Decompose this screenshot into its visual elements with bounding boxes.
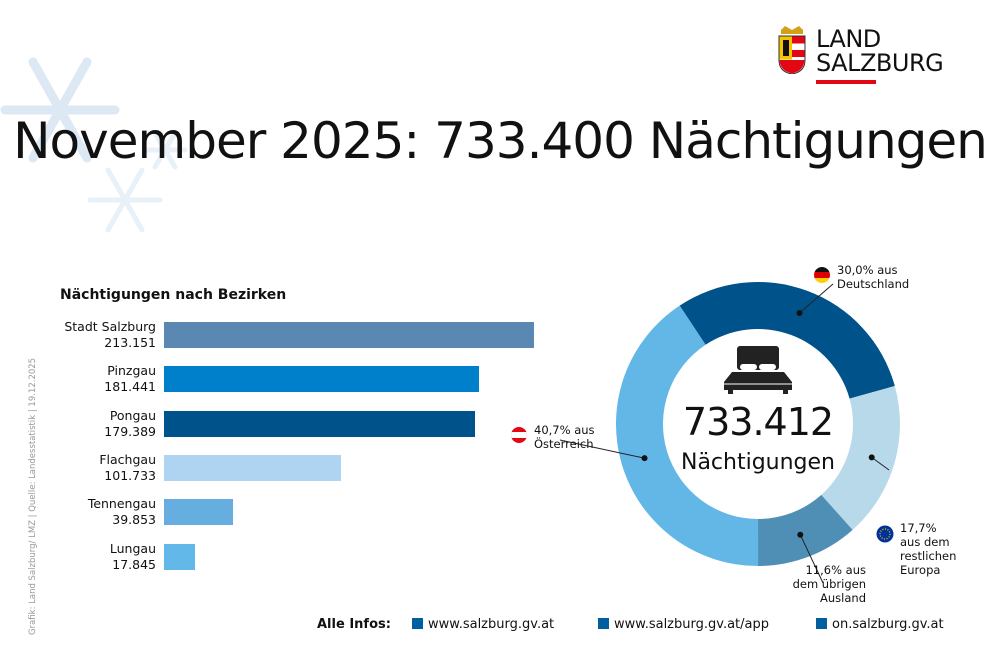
bar-tennengau: [164, 499, 234, 526]
label-deutschland: 30,0% aus Deutschland: [837, 263, 910, 291]
footer-link-website[interactable]: www.salzburg.gv.at: [412, 617, 554, 632]
page-title: November 2025: 733.400 Nächtigungen: [13, 112, 988, 170]
leader-line: [559, 439, 645, 459]
label-uebriges-ausland: 11,6% aus dem übrigen Ausland: [792, 563, 866, 605]
austria-flag-icon: [511, 427, 527, 443]
leader-dot: [641, 455, 648, 462]
bar-flachgau: [164, 454, 341, 481]
square-icon: [816, 618, 827, 629]
snowflake-decoration: [0, 57, 188, 233]
square-icon: [598, 618, 609, 629]
bar-lungau: [164, 543, 195, 570]
leader-line: [871, 456, 890, 471]
footer-label: Alle Infos:: [317, 617, 391, 632]
donut-slice: [821, 386, 900, 530]
bar-label: Pinzgau 181.441: [104, 363, 156, 395]
leader-line: [799, 283, 834, 314]
label-oesterreich: 40,7% aus Österreich: [534, 423, 595, 451]
donut-slice: [615, 305, 759, 566]
bar-stadt-salzburg: [164, 322, 534, 348]
logo-text: LAND SALZBURG: [816, 25, 944, 77]
footer-link-app[interactable]: www.salzburg.gv.at/app: [598, 617, 769, 632]
logo-underline: [816, 80, 876, 84]
leader-line: [799, 534, 824, 584]
bar-label: Stadt Salzburg 213.151: [64, 319, 156, 350]
bar-pongau: [164, 410, 476, 437]
donut-center-value: 733.412: [682, 400, 834, 444]
bar-label: Flachgau 101.733: [99, 451, 156, 483]
eu-flag-icon: [876, 525, 894, 543]
bar-pinzgau: [164, 366, 479, 393]
donut-center-label: Nächtigungen: [680, 450, 835, 475]
donut-slice: [758, 494, 853, 566]
footer-link-online[interactable]: on.salzburg.gv.at: [816, 617, 944, 632]
bar-label: Lungau 17.845: [109, 540, 156, 572]
label-europa: 17,7% aus dem restlichen Europa: [900, 521, 957, 577]
leader-dot: [868, 454, 875, 461]
bar-label: Pongau 179.389: [104, 407, 156, 439]
germany-flag-icon: [814, 267, 830, 283]
leader-dot: [797, 531, 804, 538]
bed-icon: [724, 346, 792, 394]
donut-slice: [679, 281, 895, 399]
bar-label: Tennengau 39.853: [87, 496, 156, 528]
square-icon: [412, 618, 423, 629]
salzburg-coat-of-arms-icon: [778, 26, 806, 74]
bar-chart-title: Nächtigungen nach Bezirken: [60, 287, 287, 303]
leader-dot: [796, 310, 803, 317]
